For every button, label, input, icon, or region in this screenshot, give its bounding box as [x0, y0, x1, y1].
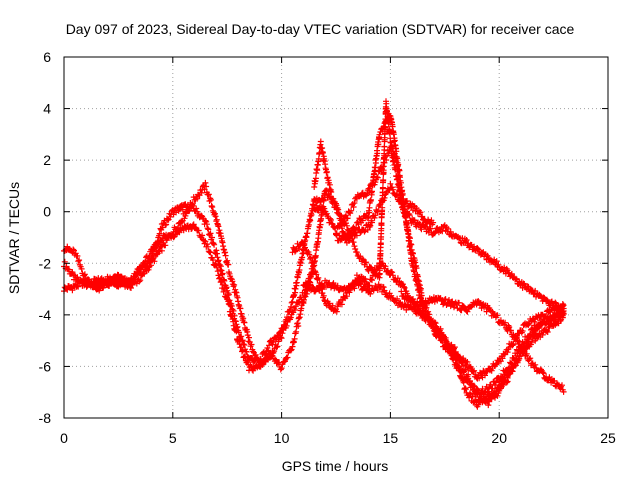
y-axis-label: SDTVAR / TECUs [6, 182, 22, 294]
series-track-9 [311, 98, 437, 281]
x-tick-label: 10 [274, 430, 290, 446]
y-tick-label: 2 [43, 152, 51, 168]
series-track-10 [398, 288, 567, 395]
series-track-3 [61, 221, 317, 374]
y-tick-label: -6 [39, 358, 52, 374]
plot-frame [63, 56, 609, 419]
axis-ticks: 0 5 10 15 20 25 -8 -6 -4 -2 0 2 4 6 [39, 49, 616, 446]
series-markers [61, 221, 317, 374]
series-track-6 [311, 144, 567, 409]
y-tick-label: -4 [39, 307, 52, 323]
series-markers [333, 180, 567, 318]
y-tick-label: 0 [43, 204, 51, 220]
series-markers [61, 194, 328, 366]
x-tick-label: 0 [60, 430, 68, 446]
series-track-7 [333, 180, 567, 318]
x-tick-label: 20 [491, 430, 507, 446]
x-tick-label: 5 [169, 430, 177, 446]
y-tick-label: 6 [43, 49, 51, 65]
series-markers [311, 98, 437, 281]
y-tick-label: -8 [39, 410, 52, 426]
y-tick-label: 4 [43, 101, 51, 117]
chart-title: Day 097 of 2023, Sidereal Day-to-day VTE… [66, 21, 575, 37]
y-tick-label: -2 [39, 255, 52, 271]
data-series [61, 98, 567, 410]
x-axis-label: GPS time / hours [282, 458, 389, 474]
x-tick-label: 25 [600, 430, 616, 446]
series-track-1 [61, 194, 328, 366]
series-markers [398, 288, 567, 395]
series-markers [311, 144, 567, 409]
x-tick-label: 15 [383, 430, 399, 446]
grid-lines [64, 57, 608, 418]
